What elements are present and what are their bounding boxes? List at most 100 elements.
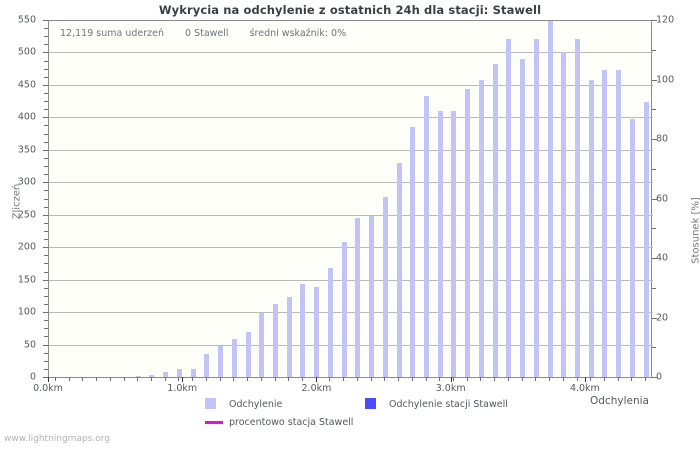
- y-axis-right-tick: [652, 109, 656, 111]
- x-axis-tick: [301, 377, 303, 381]
- x-axis-tick: [233, 377, 235, 381]
- bar: [492, 63, 498, 377]
- x-axis-tick: [617, 377, 619, 381]
- y-axis-left-tick: [44, 76, 48, 78]
- x-axis-tick: [398, 377, 400, 381]
- bar: [259, 313, 265, 377]
- gridline: [49, 344, 653, 346]
- y-axis-left-tick: [44, 141, 48, 143]
- y-axis-left-tick: [44, 125, 48, 127]
- y-axis-left-tick: [44, 93, 48, 95]
- x-axis-tick: [329, 377, 331, 381]
- x-axis-tick-major: [48, 377, 49, 382]
- y-axis-right-tick: [652, 49, 656, 51]
- x-axis-tick: [54, 377, 56, 381]
- bar: [273, 303, 278, 377]
- legend-label: Odchylenie stacji Stawell: [389, 399, 508, 410]
- y-axis-left-tick: [44, 255, 48, 257]
- x-axis-tick: [82, 377, 84, 381]
- x-axis-tick: [247, 377, 249, 381]
- y-axis-right-tick: [652, 258, 657, 259]
- y-axis-right-tick: [652, 79, 657, 81]
- x-axis-tick-label: 0.0km: [33, 383, 63, 394]
- y-axis-left-tick: [44, 60, 48, 62]
- gridline: [49, 84, 653, 86]
- x-axis-tick-major: [182, 377, 184, 382]
- bar: [478, 79, 484, 377]
- y-axis-left-tick-label: 400: [17, 111, 36, 123]
- y-axis-left-tick: [44, 174, 48, 176]
- bar: [286, 297, 292, 377]
- y-axis-left-tick: [44, 287, 48, 289]
- y-axis-left-tick-label: 0: [29, 371, 36, 383]
- x-axis-tick: [260, 377, 262, 381]
- y-axis-left-tick: [44, 28, 48, 30]
- average-rate-label: średni wskaźnik: 0%: [249, 28, 347, 39]
- x-axis-tick-major: [584, 377, 586, 382]
- bar: [533, 39, 539, 377]
- y-axis-left-tick: [43, 312, 48, 314]
- x-axis-tick: [68, 377, 70, 381]
- y-axis-left-tick-label: 350: [17, 144, 36, 156]
- x-axis-tick: [164, 377, 166, 381]
- bar: [327, 267, 333, 377]
- x-axis-tick: [288, 377, 290, 381]
- bar: [506, 39, 512, 377]
- y-axis-left-tick: [44, 328, 48, 330]
- legend-label: procentowo stacja Stawell: [229, 417, 354, 428]
- y-axis-right-tick-label: 100: [656, 74, 675, 85]
- y-axis-left-tick: [43, 117, 48, 119]
- x-axis-tick: [576, 377, 578, 381]
- y-axis-left-tick: [43, 247, 48, 249]
- x-axis-tick: [494, 377, 496, 381]
- y-axis-left-tick: [43, 149, 48, 151]
- bar: [629, 118, 635, 377]
- y-axis-right-tick-label: 40: [656, 252, 669, 264]
- x-axis-tick: [411, 377, 413, 381]
- y-axis-left-tick: [43, 84, 48, 86]
- x-axis-tick: [96, 377, 98, 381]
- x-axis-tick: [562, 377, 564, 381]
- y-axis-left-tick: [44, 336, 48, 338]
- y-axis-right-tick: [652, 377, 657, 378]
- bar: [218, 345, 224, 377]
- legend-label: Odchylenie: [229, 399, 283, 410]
- total-strikes-label: 12,119 suma uderzeń: [60, 28, 164, 39]
- legend-color-swatch: [365, 398, 376, 409]
- gridline: [49, 20, 653, 21]
- bar: [149, 375, 155, 377]
- bar: [575, 39, 580, 377]
- bar: [561, 52, 567, 377]
- x-axis-tick-major: [316, 377, 318, 382]
- x-axis-tick: [205, 377, 207, 381]
- y-axis-right-tick: [652, 228, 656, 230]
- bar: [643, 102, 649, 377]
- y-axis-right-title: Stosunek [%]: [690, 197, 700, 264]
- x-axis-tick: [603, 377, 605, 381]
- y-axis-left-tick: [44, 263, 48, 265]
- x-axis-tick: [192, 377, 194, 381]
- x-axis-line: [48, 377, 652, 378]
- y-axis-left-tick: [44, 222, 48, 224]
- x-axis-labels: 0.0km 1.0km 2.0km 3.0km 4.0km: [0, 383, 700, 397]
- gridline: [49, 149, 653, 151]
- y-axis-left-tick: [44, 44, 48, 46]
- y-axis-left-tick: [43, 377, 48, 378]
- bar: [163, 371, 169, 377]
- x-axis-tick: [356, 377, 358, 381]
- bar: [396, 162, 402, 377]
- x-axis-tick: [137, 377, 139, 381]
- bar: [245, 331, 251, 377]
- y-axis-left-tick-label: 100: [17, 306, 36, 318]
- bar: [314, 287, 320, 377]
- y-axis-right-tick: [652, 347, 656, 349]
- y-axis-left-tick: [43, 20, 48, 21]
- y-axis-left-tick: [43, 214, 48, 216]
- bar-series-odchylenie: [49, 20, 653, 377]
- bar: [520, 58, 526, 377]
- bar: [135, 375, 141, 377]
- y-axis-right-tick-label: 120: [656, 14, 675, 26]
- y-axis-left-tick-label: 550: [17, 14, 36, 26]
- x-axis-tick: [343, 377, 345, 381]
- x-axis-tick: [274, 377, 276, 381]
